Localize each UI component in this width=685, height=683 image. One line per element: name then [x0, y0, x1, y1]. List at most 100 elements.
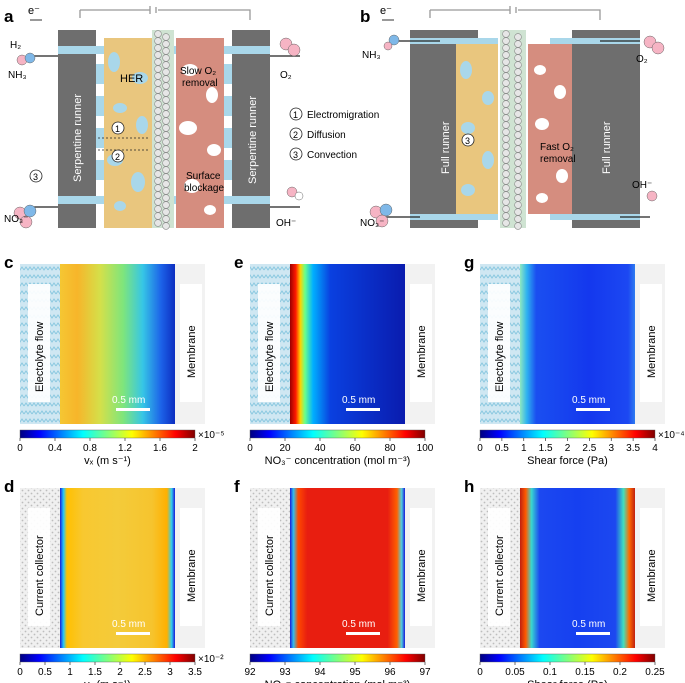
colorbar-tick-label-g: 0.5: [495, 443, 509, 454]
colorbar-tick-label-e: 20: [279, 443, 291, 454]
colorbar-tick-label-g: 1: [521, 443, 527, 454]
right-label-box-e: [410, 284, 432, 402]
particle: [162, 33, 170, 41]
particle: [154, 170, 162, 178]
particle: [514, 159, 522, 167]
colorbar-tick-label-g: 3.5: [626, 443, 640, 454]
particle: [162, 194, 170, 202]
particle: [502, 121, 510, 129]
colorbar-tick-label-c: 0.8: [83, 443, 97, 454]
map-panel-d: d Current collector Membrane 0.5 mm 0 0.5 1 1.5…: [4, 477, 224, 683]
left-label-box-d: [28, 508, 50, 626]
particle: [162, 138, 170, 146]
colorbar-tick-label-f: 95: [349, 667, 361, 678]
h2-label-a: H₂: [10, 40, 21, 51]
particle: [154, 114, 162, 122]
particle: [154, 44, 162, 52]
colorbar-tick-label-e: 60: [349, 443, 361, 454]
particle: [514, 33, 522, 41]
panel-letter-f: f: [234, 477, 240, 496]
scale-label-d: 0.5 mm: [112, 619, 145, 630]
left-label-box-h: [488, 508, 510, 626]
colorbar-tick-label-g: 0: [477, 443, 483, 454]
colorbar-tick-label-f: 96: [384, 667, 396, 678]
cathode-pores-a: [107, 52, 148, 211]
particle: [514, 145, 522, 153]
colorbar-tick-label-d: 0: [17, 667, 23, 678]
particle: [502, 177, 510, 185]
colorbar-tick-label-c: 0: [17, 443, 23, 454]
marker1-a: 1: [115, 124, 120, 134]
panel-letter-c: c: [4, 253, 13, 272]
marker-group-a: 1 2 3: [29, 121, 125, 183]
right-label-d: Membrane: [186, 549, 198, 602]
right-label-box-f: [410, 508, 432, 626]
particle: [162, 187, 170, 195]
no3-label-b: NO₃⁻: [360, 218, 384, 229]
particle: [154, 65, 162, 73]
right-label-c: Membrane: [186, 325, 198, 378]
colorbar-multiplier-d: ×10⁻²: [198, 654, 224, 665]
channel-bottom-right-b: [550, 214, 640, 220]
particle: [154, 219, 162, 227]
panel-b: b e⁻: [360, 5, 665, 230]
particle: [154, 72, 162, 80]
comb-right-a: [224, 64, 232, 180]
particle: [162, 61, 170, 69]
particle: [502, 219, 510, 227]
particle: [154, 30, 162, 38]
legend-marker-3: [289, 147, 303, 161]
panel-letter-a: a: [4, 7, 14, 26]
particle: [162, 201, 170, 209]
particle: [514, 68, 522, 76]
particle: [162, 152, 170, 160]
particle: [162, 145, 170, 153]
particle: [162, 222, 170, 230]
particle: [502, 205, 510, 213]
particle: [502, 72, 510, 80]
left-label-box-c: [28, 284, 50, 402]
particle: [154, 205, 162, 213]
scale-bar-f: [346, 632, 380, 635]
colorbar-tick-label-h: 0.05: [505, 667, 525, 678]
mechanism-legend: 1 Electromigration 2 Diffusion 3 Convect…: [289, 107, 379, 161]
particle: [162, 166, 170, 174]
particle: [154, 135, 162, 143]
map-field-h: [520, 488, 635, 648]
scale-bar-c: [116, 408, 150, 411]
colorbar-tick-label-e: 40: [314, 443, 326, 454]
panel-a: a e⁻: [4, 5, 304, 230]
colorbar-label-c: vₓ (m s⁻¹): [84, 455, 131, 467]
particle: [514, 215, 522, 223]
legend-label-1: Electromigration: [307, 110, 379, 121]
particle: [154, 128, 162, 136]
scale-bar-d: [116, 632, 150, 635]
particle: [502, 51, 510, 59]
particle: [154, 191, 162, 199]
left-label-box-g: [488, 284, 510, 402]
map-panel-c: c Electolyte flow Membrane 0.5 mm 0 0.4 0.8 1.2…: [4, 253, 224, 467]
anode-bubbles-b: [534, 65, 568, 203]
particle: [502, 142, 510, 150]
particle: [162, 47, 170, 55]
panel-letter-b: b: [360, 7, 370, 26]
left-label-box-e: [258, 284, 280, 402]
marker3-b: 3: [465, 136, 470, 146]
right-label-box-d: [180, 508, 202, 626]
colorbar-tick-label-c: 0.4: [48, 443, 62, 454]
particle: [514, 103, 522, 111]
marker3-circle-b: [461, 133, 475, 147]
particle: [514, 194, 522, 202]
colorbar-h: [479, 653, 656, 663]
marker2-a: 2: [115, 152, 120, 162]
nh3-label-a: NH₃: [8, 70, 27, 81]
particle: [502, 30, 510, 38]
colorbar-tick-label-f: 94: [314, 667, 326, 678]
electron-label-b: e⁻: [380, 5, 392, 17]
particle: [514, 89, 522, 97]
runner-right-a: [232, 30, 270, 228]
right-label-g: Membrane: [646, 325, 658, 378]
map-field-e: [290, 264, 405, 424]
particle: [154, 79, 162, 87]
